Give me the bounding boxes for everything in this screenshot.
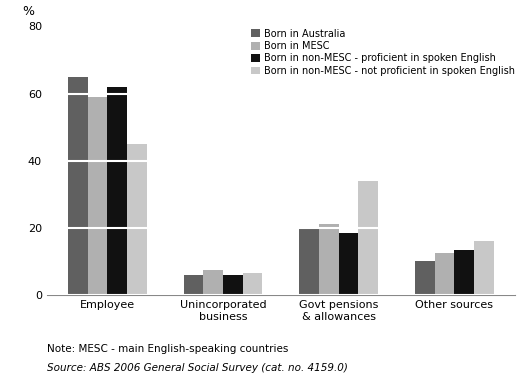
Bar	[203, 270, 223, 295]
Bar	[454, 249, 474, 295]
Bar	[474, 241, 493, 295]
Text: Source: ABS 2006 General Social Survey (cat. no. 4159.0): Source: ABS 2006 General Social Survey (…	[47, 363, 348, 373]
Bar	[319, 225, 339, 295]
Bar	[88, 97, 108, 295]
Bar	[108, 87, 127, 295]
Bar	[68, 77, 88, 295]
Legend: Born in Australia, Born in MESC, Born in non-MESC - proficient in spoken English: Born in Australia, Born in MESC, Born in…	[251, 29, 515, 76]
Bar	[358, 181, 378, 295]
Bar	[223, 275, 243, 295]
Bar	[339, 233, 358, 295]
Text: Note: MESC - main English-speaking countries: Note: MESC - main English-speaking count…	[47, 344, 288, 354]
Bar	[415, 261, 435, 295]
Bar	[127, 144, 147, 295]
Bar	[300, 229, 319, 295]
Bar	[435, 253, 454, 295]
Y-axis label: %: %	[22, 5, 34, 19]
Bar	[184, 275, 203, 295]
Bar	[243, 273, 262, 295]
